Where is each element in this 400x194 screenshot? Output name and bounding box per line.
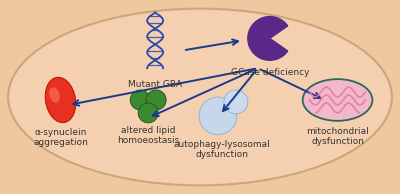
Ellipse shape xyxy=(8,9,392,185)
Circle shape xyxy=(146,90,166,110)
Text: autophagy-lysosomal
dysfunction: autophagy-lysosomal dysfunction xyxy=(174,140,270,159)
Ellipse shape xyxy=(49,87,60,103)
Text: altered lipid
homoeostasis: altered lipid homoeostasis xyxy=(117,126,179,145)
Ellipse shape xyxy=(303,79,372,121)
Ellipse shape xyxy=(45,77,76,123)
Text: Mutant GBA: Mutant GBA xyxy=(128,80,182,89)
Text: mitochondrial
dysfunction: mitochondrial dysfunction xyxy=(306,127,369,146)
Circle shape xyxy=(138,103,158,123)
Wedge shape xyxy=(248,16,288,60)
Circle shape xyxy=(130,90,150,110)
Circle shape xyxy=(224,90,248,114)
Text: GCase deficiency: GCase deficiency xyxy=(230,68,309,77)
Circle shape xyxy=(199,97,237,135)
Text: α-synuclein
aggregation: α-synuclein aggregation xyxy=(33,128,88,147)
